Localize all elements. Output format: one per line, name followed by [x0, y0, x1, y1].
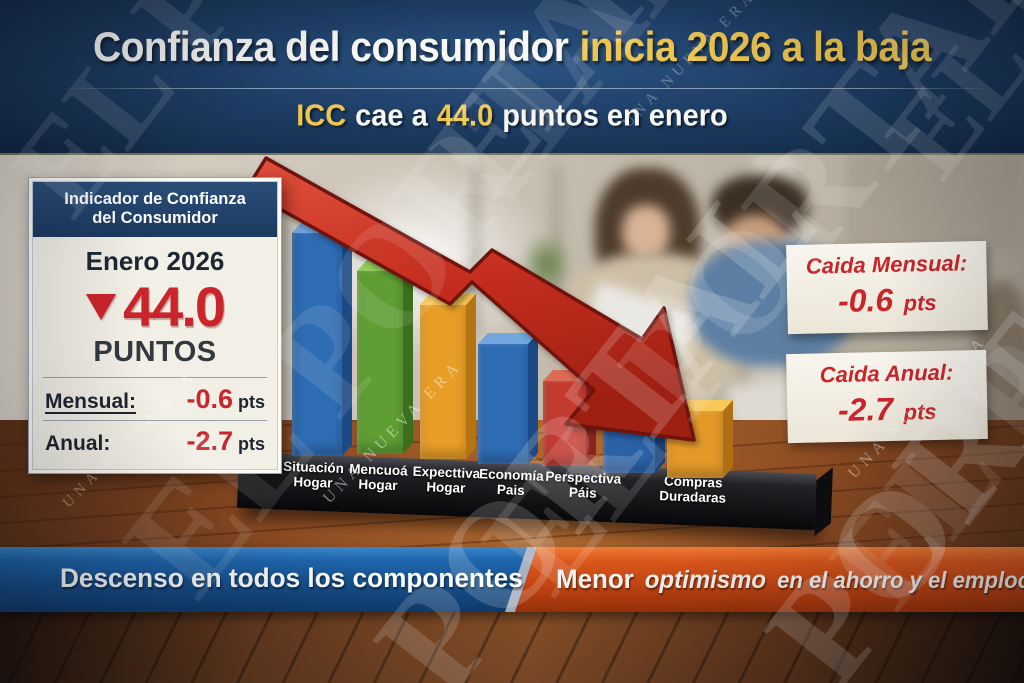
orange-banner-lead: Menor: [556, 564, 634, 594]
header-band: Confianza del consumidor inicia 2026 a l…: [0, 0, 1024, 155]
header-divider: [55, 88, 1000, 89]
subtitle-value: 44.0: [436, 99, 494, 133]
bar-category-label: Perspectiva Páis: [545, 468, 622, 501]
chart-bar: [603, 405, 665, 473]
chart-bar: [667, 399, 733, 478]
annual-label: Anual:: [45, 431, 111, 455]
indicator-unit: PUNTOS: [93, 335, 217, 368]
monthly-drop-value-row: -0.6 pts: [787, 280, 988, 321]
page-title: Confianza del consumidor inicia 2026 a l…: [0, 24, 1024, 72]
monthly-value: -0.6: [186, 383, 233, 414]
chart-bar-side-face: [403, 259, 413, 454]
chart-bar: [357, 259, 413, 454]
title-yellow-part: inicia 2026 a la baja: [579, 24, 932, 71]
monthly-change-row: Mensual: -0.6 pts: [29, 384, 281, 415]
monthly-drop-callout: Caida Mensual: -0.6 pts: [786, 240, 988, 335]
panel-divider: [43, 376, 267, 378]
annual-drop-title: Caida Anual:: [819, 359, 954, 388]
annual-change-row: Anual: -2.7 pts: [29, 426, 281, 457]
subtitle-rest: puntos en enero: [502, 99, 728, 133]
woman-figure-face: [622, 205, 670, 259]
chart-bar-side-face: [466, 293, 476, 459]
monthly-drop-value: -0.6: [837, 281, 894, 320]
subtitle-icc: ICC: [296, 99, 347, 133]
annual-drop-value-row: -2.7 pts: [787, 389, 988, 430]
annual-value: -2.7: [186, 425, 233, 456]
indicator-value: 44.0: [123, 274, 226, 338]
chart-bar-side-face: [655, 405, 665, 473]
chart-bar: [292, 221, 352, 456]
chart-bar-side-face: [342, 221, 352, 456]
blue-banner: [0, 547, 527, 612]
annual-drop-unit: pts: [903, 398, 937, 425]
annual-drop-value: -2.7: [837, 390, 894, 429]
chart-bar: [478, 332, 538, 464]
chart-bar-side-face: [723, 399, 733, 478]
subtitle-mid: cae a: [355, 99, 428, 133]
indicator-panel-title: Indicador de Confianza del Consumidor: [33, 182, 277, 237]
annual-unit: pts: [238, 433, 265, 454]
down-triangle-icon: [86, 293, 116, 320]
orange-banner-emphasis: optimismo: [644, 566, 767, 594]
title-white-part: Confianza del consumidor: [92, 24, 569, 71]
indicator-value-row: 44.0: [29, 274, 281, 338]
chart-bar: [543, 369, 596, 466]
wood-floor: [0, 612, 1024, 683]
page-subtitle: ICC cae a 44.0 puntos en enero: [0, 99, 1024, 134]
orange-banner-rest: en el ahorro y el emploo: [777, 567, 1024, 593]
orange-banner-label: Menor optimismo en el ahorro y el emploo: [556, 564, 1024, 595]
plant: [523, 235, 569, 293]
monthly-drop-title: Caida Mensual:: [805, 250, 968, 279]
monthly-label: Mensual:: [45, 389, 137, 413]
orange-banner: [515, 547, 1024, 612]
indicator-period: Enero 2026: [85, 245, 225, 276]
annual-drop-callout: Caida Anual: -2.7 pts: [786, 349, 988, 444]
monthly-unit: pts: [238, 391, 265, 412]
monthly-drop-unit: pts: [903, 289, 937, 316]
chart-bar-side-face: [528, 332, 538, 464]
blue-banner-label: Descenso en todos los componentes: [60, 563, 523, 593]
panel-divider: [43, 419, 267, 421]
indicator-panel: Indicador de Confianza del Consumidor En…: [28, 177, 282, 474]
chart-bar-side-face: [586, 369, 596, 466]
bottom-banners: Descenso en todos los componentes Menor …: [0, 547, 1024, 612]
shelving: [845, 156, 1020, 251]
chart-bar: [420, 293, 476, 459]
